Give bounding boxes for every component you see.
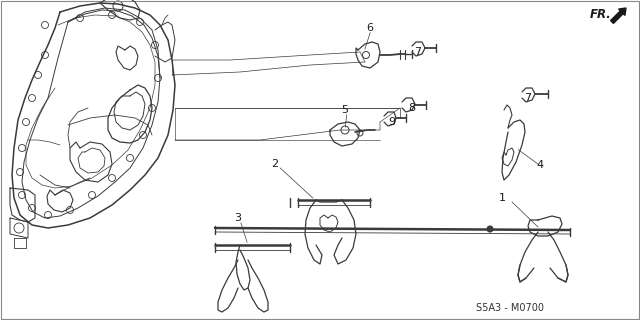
Text: 6: 6 [367, 23, 374, 33]
FancyArrow shape [611, 8, 626, 23]
Text: 2: 2 [271, 159, 278, 169]
Text: 4: 4 [536, 160, 543, 170]
Text: 8: 8 [408, 103, 415, 113]
Text: S5A3 - M0700: S5A3 - M0700 [476, 303, 544, 313]
Text: 5: 5 [342, 105, 349, 115]
Text: 7: 7 [415, 47, 422, 57]
Text: 7: 7 [524, 93, 532, 103]
Text: 9: 9 [388, 117, 396, 127]
Text: 3: 3 [234, 213, 241, 223]
Circle shape [487, 226, 493, 232]
Text: 1: 1 [499, 193, 506, 203]
Text: FR.: FR. [590, 7, 612, 20]
